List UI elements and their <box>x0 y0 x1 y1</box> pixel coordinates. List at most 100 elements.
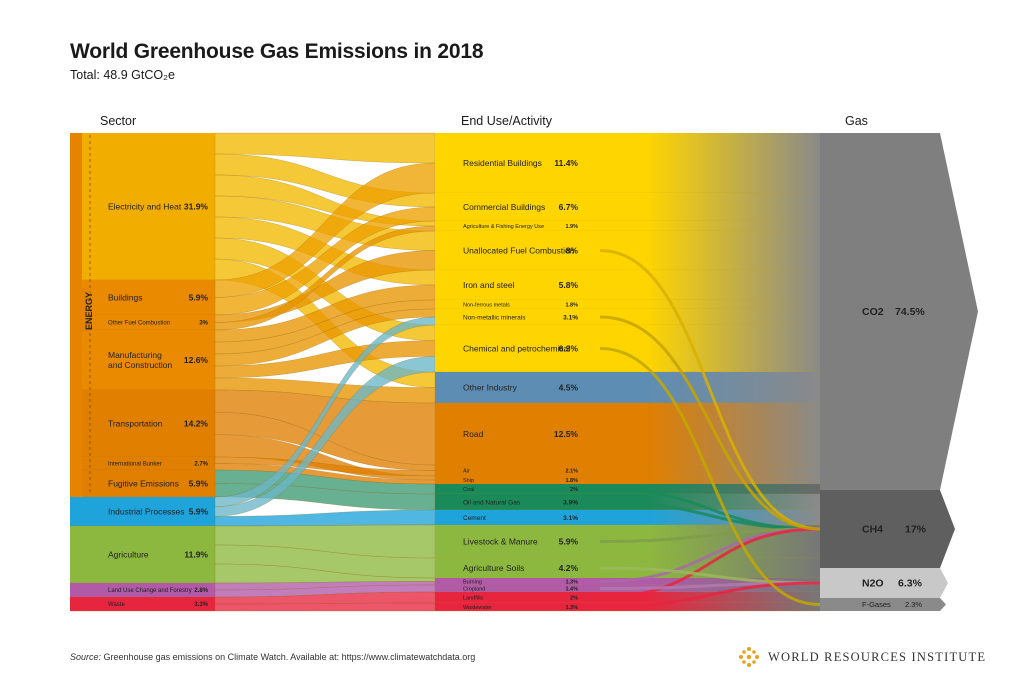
sector-label-transportation: Transportation <box>108 418 163 428</box>
end-use-label-residential-buildings: Residential Buildings <box>463 158 542 168</box>
flow-waste-to-wastewater <box>214 602 436 612</box>
energy-label-bg <box>70 288 90 332</box>
sector-bar-fugitive-emissions <box>70 470 215 497</box>
end-use-value-air: 2.1% <box>565 468 578 474</box>
end-use-label-agriculture-fishing-energy-use: Agriculture & Fishing Energy Use <box>463 224 544 230</box>
flow-chemical-and-petrochemical-to-f-gases <box>599 347 821 606</box>
wri-logo-icon <box>739 647 759 667</box>
sector-label-land-use-change-and-forestry: Land Use Change and Forestry <box>108 588 192 594</box>
chart-subtitle: Total: 48.9 GtCO₂e <box>70 68 175 82</box>
sector-bar-industrial-processes <box>70 497 215 526</box>
end-use-band-unallocated-fuel-combustion <box>435 231 820 270</box>
end-use-label-air: Air <box>463 468 470 474</box>
sector-value-waste: 3.3% <box>194 602 208 608</box>
sector-bar-electricity-and-heat <box>70 133 215 280</box>
gas-column-header: Gas <box>845 114 868 128</box>
end-use-label-landfills: Landfills <box>463 595 483 601</box>
sector-bar-other-fuel-combustion <box>70 315 215 330</box>
sector-value-industrial-processes: 5.9% <box>189 506 209 516</box>
end-use-value-chemical-and-petrochemical: 6.3% <box>559 343 579 353</box>
end-use-label-non-metallic-minerals: Non-metallic minerals <box>463 314 526 321</box>
end-use-band-iron-and-steel <box>435 270 820 300</box>
gas-value-n2o: 6.3% <box>898 578 923 590</box>
end-use-value-cement: 3.1% <box>563 515 578 522</box>
sector-label-agriculture: Agriculture <box>108 549 149 559</box>
end-use-value-non-metallic-minerals: 3.1% <box>563 314 578 321</box>
gas-arrow-f-gases <box>820 598 946 611</box>
end-use-column-header: End Use/Activity <box>461 114 553 128</box>
end-use-value-landfills: 2% <box>570 595 578 601</box>
end-use-label-chemical-and-petrochemical: Chemical and petrochemical <box>463 343 570 353</box>
gas-value-ch4: 17% <box>905 524 927 536</box>
end-use-label-non-ferrous-metals: Non-ferrous metals <box>463 302 510 308</box>
end-use-value-wastewater: 1.3% <box>565 605 578 611</box>
end-use-label-coal: Coal <box>463 487 474 493</box>
flow-industrial-processes-to-cement <box>214 509 436 527</box>
sector-bar-international-bunker <box>70 457 215 470</box>
wri-logo-text: WORLD RESOURCES INSTITUTE <box>768 649 987 664</box>
sector-value-other-fuel-combustion: 3% <box>199 321 208 327</box>
end-use-band-ship <box>435 476 820 484</box>
end-use-band-chemical-and-petrochemical <box>435 325 820 372</box>
end-use-label-burning: Burning <box>463 579 482 585</box>
end-use-label-wastewater: Wastewater <box>463 605 492 611</box>
sector-value-manufacturing-and-construction: 12.6% <box>184 355 209 365</box>
gas-arrow-n2o <box>820 568 948 598</box>
gas-label-ch4: CH4 <box>862 524 883 536</box>
end-use-label-unallocated-fuel-combustion: Unallocated Fuel Combustion <box>463 245 575 255</box>
sector-value-fugitive-emissions: 5.9% <box>189 478 209 488</box>
sector-value-transportation: 14.2% <box>184 418 209 428</box>
flow-coal-to-ch4 <box>599 487 821 531</box>
end-use-band-agriculture-fishing-energy-use <box>435 221 820 231</box>
sector-label-industrial-processes: Industrial Processes <box>108 506 185 516</box>
end-use-value-oil-and-natural-gas: 3.9% <box>563 499 578 506</box>
gas-arrow-ch4 <box>820 490 955 568</box>
end-use-band-non-metallic-minerals <box>435 309 820 325</box>
source-label: Source: <box>70 652 102 662</box>
energy-label: ENERGY <box>84 292 94 330</box>
sector-bar-buildings <box>70 280 215 315</box>
sector-label-manufacturing-and-construction: Manufacturing <box>108 350 162 360</box>
end-use-label-oil-and-natural-gas: Oil and Natural Gas <box>463 499 521 506</box>
end-use-value-cropland: 1.4% <box>565 586 578 592</box>
end-use-label-agriculture-soils: Agriculture Soils <box>463 563 524 573</box>
end-use-value-residential-buildings: 11.4% <box>554 158 578 168</box>
end-use-value-non-ferrous-metals: 1.8% <box>565 302 578 308</box>
end-use-label-road: Road <box>463 429 484 439</box>
end-use-band-road <box>435 403 820 465</box>
sector-value-international-bunker: 2.7% <box>194 462 208 468</box>
sector-value-buildings: 5.9% <box>189 292 209 302</box>
sector-value-agriculture: 11.9% <box>184 549 208 559</box>
end-use-band-residential-buildings <box>435 133 820 193</box>
gas-value-f-gases: 2.3% <box>905 600 922 609</box>
end-use-label-ship: Ship <box>463 478 474 484</box>
sector-value-electricity-and-heat: 31.9% <box>184 201 209 211</box>
end-use-value-iron-and-steel: 5.8% <box>559 280 579 290</box>
flow-industrial-processes-to-non-metallic-minerals <box>214 316 436 507</box>
sector-bar-transportation <box>70 390 215 457</box>
sector-value-land-use-change-and-forestry: 2.8% <box>194 588 208 594</box>
source-note: Source: Greenhouse gas emissions on Clim… <box>70 652 475 662</box>
end-use-value-ship: 1.8% <box>565 478 578 484</box>
sector-label-waste: Waste <box>108 602 125 608</box>
source-text: Greenhouse gas emissions on Climate Watc… <box>103 652 476 662</box>
flow-landfills-to-ch4 <box>599 527 821 599</box>
end-use-value-agriculture-soils: 4.2% <box>559 563 579 573</box>
gas-label-co2: CO2 <box>862 306 884 318</box>
gas-value-co2: 74.5% <box>895 306 925 318</box>
sector-label-other-fuel-combustion: Other Fuel Combustion <box>108 321 170 327</box>
end-use-label-livestock-manure: Livestock & Manure <box>463 536 538 546</box>
sector-label-fugitive-emissions: Fugitive Emissions <box>108 478 179 488</box>
end-use-value-unallocated-fuel-combustion: 8% <box>566 245 579 255</box>
end-use-value-burning: 1.3% <box>565 579 578 585</box>
sector-label-buildings: Buildings <box>108 292 143 302</box>
end-use-label-commercial-buildings: Commercial Buildings <box>463 202 545 212</box>
end-use-value-agriculture-fishing-energy-use: 1.9% <box>565 224 578 230</box>
end-use-label-iron-and-steel: Iron and steel <box>463 280 515 290</box>
sector-bar-agriculture <box>70 526 215 583</box>
end-use-value-road: 12.5% <box>554 429 579 439</box>
sector-label-electricity-and-heat: Electricity and Heat <box>108 201 182 211</box>
end-use-band-non-ferrous-metals <box>435 300 820 309</box>
sector-column-header: Sector <box>100 114 137 128</box>
